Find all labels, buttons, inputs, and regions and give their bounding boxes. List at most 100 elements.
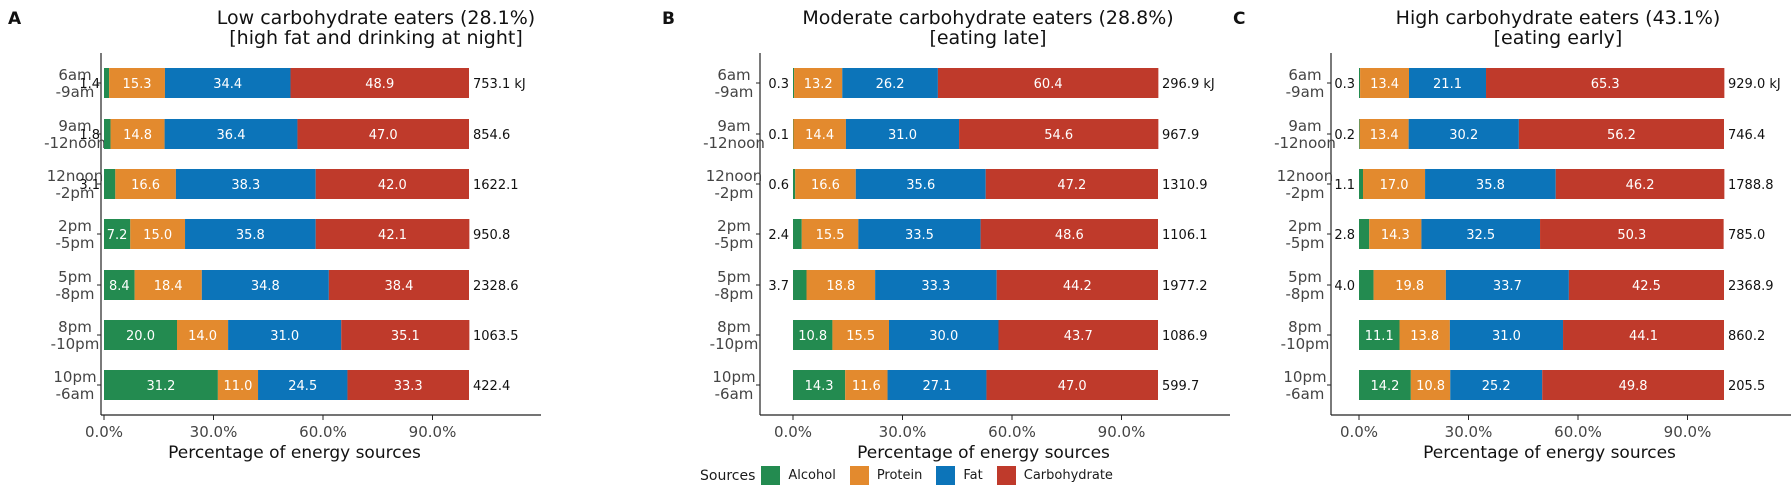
energy-total-label: 753.1 kJ: [473, 77, 526, 92]
y-tick-label-line: -2pm: [1285, 184, 1324, 202]
y-tick-label: 5pm -8pm: [1285, 268, 1324, 303]
data-label-protein: 16.6: [811, 178, 840, 193]
x-tick-label: 30.0%: [1445, 423, 1493, 441]
x-tick-label: 0.0%: [1340, 423, 1378, 441]
data-label-protein: 16.6: [131, 178, 160, 193]
data-label-alcohol: 0.3: [768, 77, 789, 92]
bar-fat: [887, 370, 987, 400]
x-tick-label: 60.0%: [988, 423, 1036, 441]
bar-protein: [1359, 119, 1409, 149]
y-tick-label: 6am -9am: [56, 66, 95, 101]
energy-total-label: 950.8: [473, 228, 510, 243]
y-tick-label-line: -10pm: [1281, 335, 1330, 353]
y-tick-label-line: 9am: [58, 117, 91, 135]
legend-swatch-carbohydrate: [996, 466, 1016, 485]
data-label-protein: 13.8: [1410, 329, 1439, 344]
bar-alcohol: [793, 270, 807, 300]
bar-protein: [134, 270, 202, 300]
data-label-carbohydrate: 47.2: [1057, 178, 1086, 193]
y-tick-label-line: -8pm: [55, 285, 94, 303]
y-tick-label-line: -12noon: [703, 134, 765, 152]
data-label-carbohydrate: 48.9: [365, 77, 394, 92]
data-label-fat: 35.8: [1476, 178, 1505, 193]
data-label-carbohydrate: 44.1: [1629, 329, 1658, 344]
y-tick-label-line: -5pm: [714, 234, 753, 252]
x-axis-label: Percentage of energy sources: [1423, 443, 1676, 463]
bar-protein: [1369, 219, 1422, 249]
data-label-alcohol: 1.8: [79, 128, 100, 143]
x-tick-label: 60.0%: [1554, 423, 1602, 441]
chart-panel-a: A Low carbohydrate eaters (28.1%)[high fa…: [8, 7, 541, 463]
y-tick-label: 6am -9am: [715, 66, 754, 101]
bar-carbohydrate: [959, 119, 1159, 149]
y-tick-label-line: 5pm: [1288, 268, 1322, 286]
data-label-fat: 33.7: [1493, 279, 1522, 294]
bar-alcohol: [793, 68, 795, 98]
y-tick-label-line: 10pm: [53, 368, 96, 386]
energy-total-label: 296.9 kJ: [1162, 77, 1215, 92]
data-label-alcohol: 31.2: [146, 379, 175, 394]
panel-letter: B: [662, 9, 675, 29]
data-label-fat: 36.4: [217, 128, 246, 143]
data-label-carbohydrate: 48.6: [1055, 228, 1084, 243]
bar-fat: [855, 169, 986, 199]
bar-carbohydrate: [1568, 270, 1724, 300]
data-label-alcohol: 1.4: [79, 77, 100, 92]
data-label-alcohol: 3.1: [79, 178, 100, 193]
y-tick-label-line: 6am: [58, 66, 91, 84]
data-label-fat: 34.8: [251, 279, 280, 294]
energy-total-label: 1977.2: [1162, 279, 1208, 294]
x-tick-label: 60.0%: [299, 423, 347, 441]
y-tick-label-line: -8pm: [1285, 285, 1324, 303]
bar-fat: [845, 119, 960, 149]
y-tick-label-line: 9am: [717, 117, 750, 135]
bar-protein: [217, 370, 259, 400]
data-label-protein: 13.2: [804, 77, 833, 92]
panel-subtitle: [eating early]: [1494, 27, 1623, 49]
bar-carbohydrate: [1542, 370, 1724, 400]
data-label-carbohydrate: 42.1: [378, 228, 407, 243]
energy-total-label: 2328.6: [473, 279, 519, 294]
bar-carbohydrate: [1563, 320, 1724, 350]
bar-fat: [258, 370, 348, 400]
data-label-fat: 35.8: [236, 228, 265, 243]
data-label-alcohol: 2.8: [1334, 228, 1355, 243]
data-label-alcohol: 3.7: [768, 279, 789, 294]
bar-alcohol: [104, 270, 135, 300]
chart-panel-c: C High carbohydrate eaters (43.1%)[eating…: [1233, 7, 1791, 463]
data-label-carbohydrate: 50.3: [1617, 228, 1646, 243]
energy-total-label: 1063.5: [473, 329, 519, 344]
bar-alcohol: [1359, 270, 1374, 300]
data-label-protein: 18.4: [154, 279, 183, 294]
bar-alcohol: [1359, 320, 1400, 350]
y-tick-label: 12noon -2pm: [1277, 167, 1333, 202]
data-label-alcohol: 0.2: [1334, 128, 1355, 143]
x-tick-label: 0.0%: [85, 423, 123, 441]
data-label-alcohol: 0.6: [768, 178, 789, 193]
bar-fat: [164, 68, 291, 98]
panel-title: Moderate carbohydrate eaters (28.8%): [802, 7, 1173, 29]
bar-protein: [1360, 68, 1410, 98]
bar-fat: [228, 320, 342, 350]
y-tick-label: 10pm -6am: [53, 368, 96, 403]
x-tick-label: 0.0%: [774, 423, 812, 441]
data-label-fat: 25.2: [1482, 379, 1511, 394]
bar-alcohol: [104, 169, 116, 199]
data-label-alcohol: 14.2: [1370, 379, 1399, 394]
data-label-protein: 17.0: [1380, 178, 1409, 193]
data-label-carbohydrate: 47.0: [1058, 379, 1087, 394]
y-tick-label-line: -9am: [56, 83, 95, 101]
data-label-carbohydrate: 54.6: [1044, 128, 1073, 143]
bar-fat: [164, 119, 298, 149]
bar-fat: [1449, 320, 1564, 350]
y-tick-label-line: -6am: [56, 385, 95, 403]
bar-alcohol: [104, 219, 131, 249]
data-label-alcohol: 11.1: [1365, 329, 1394, 344]
bar-carbohydrate: [998, 320, 1158, 350]
bar-protein: [1363, 169, 1426, 199]
bar-alcohol: [793, 119, 794, 149]
bar-carbohydrate: [341, 320, 470, 350]
y-tick-label-line: -5pm: [55, 234, 94, 252]
y-tick-label-line: -8pm: [714, 285, 753, 303]
bar-fat: [858, 219, 981, 249]
